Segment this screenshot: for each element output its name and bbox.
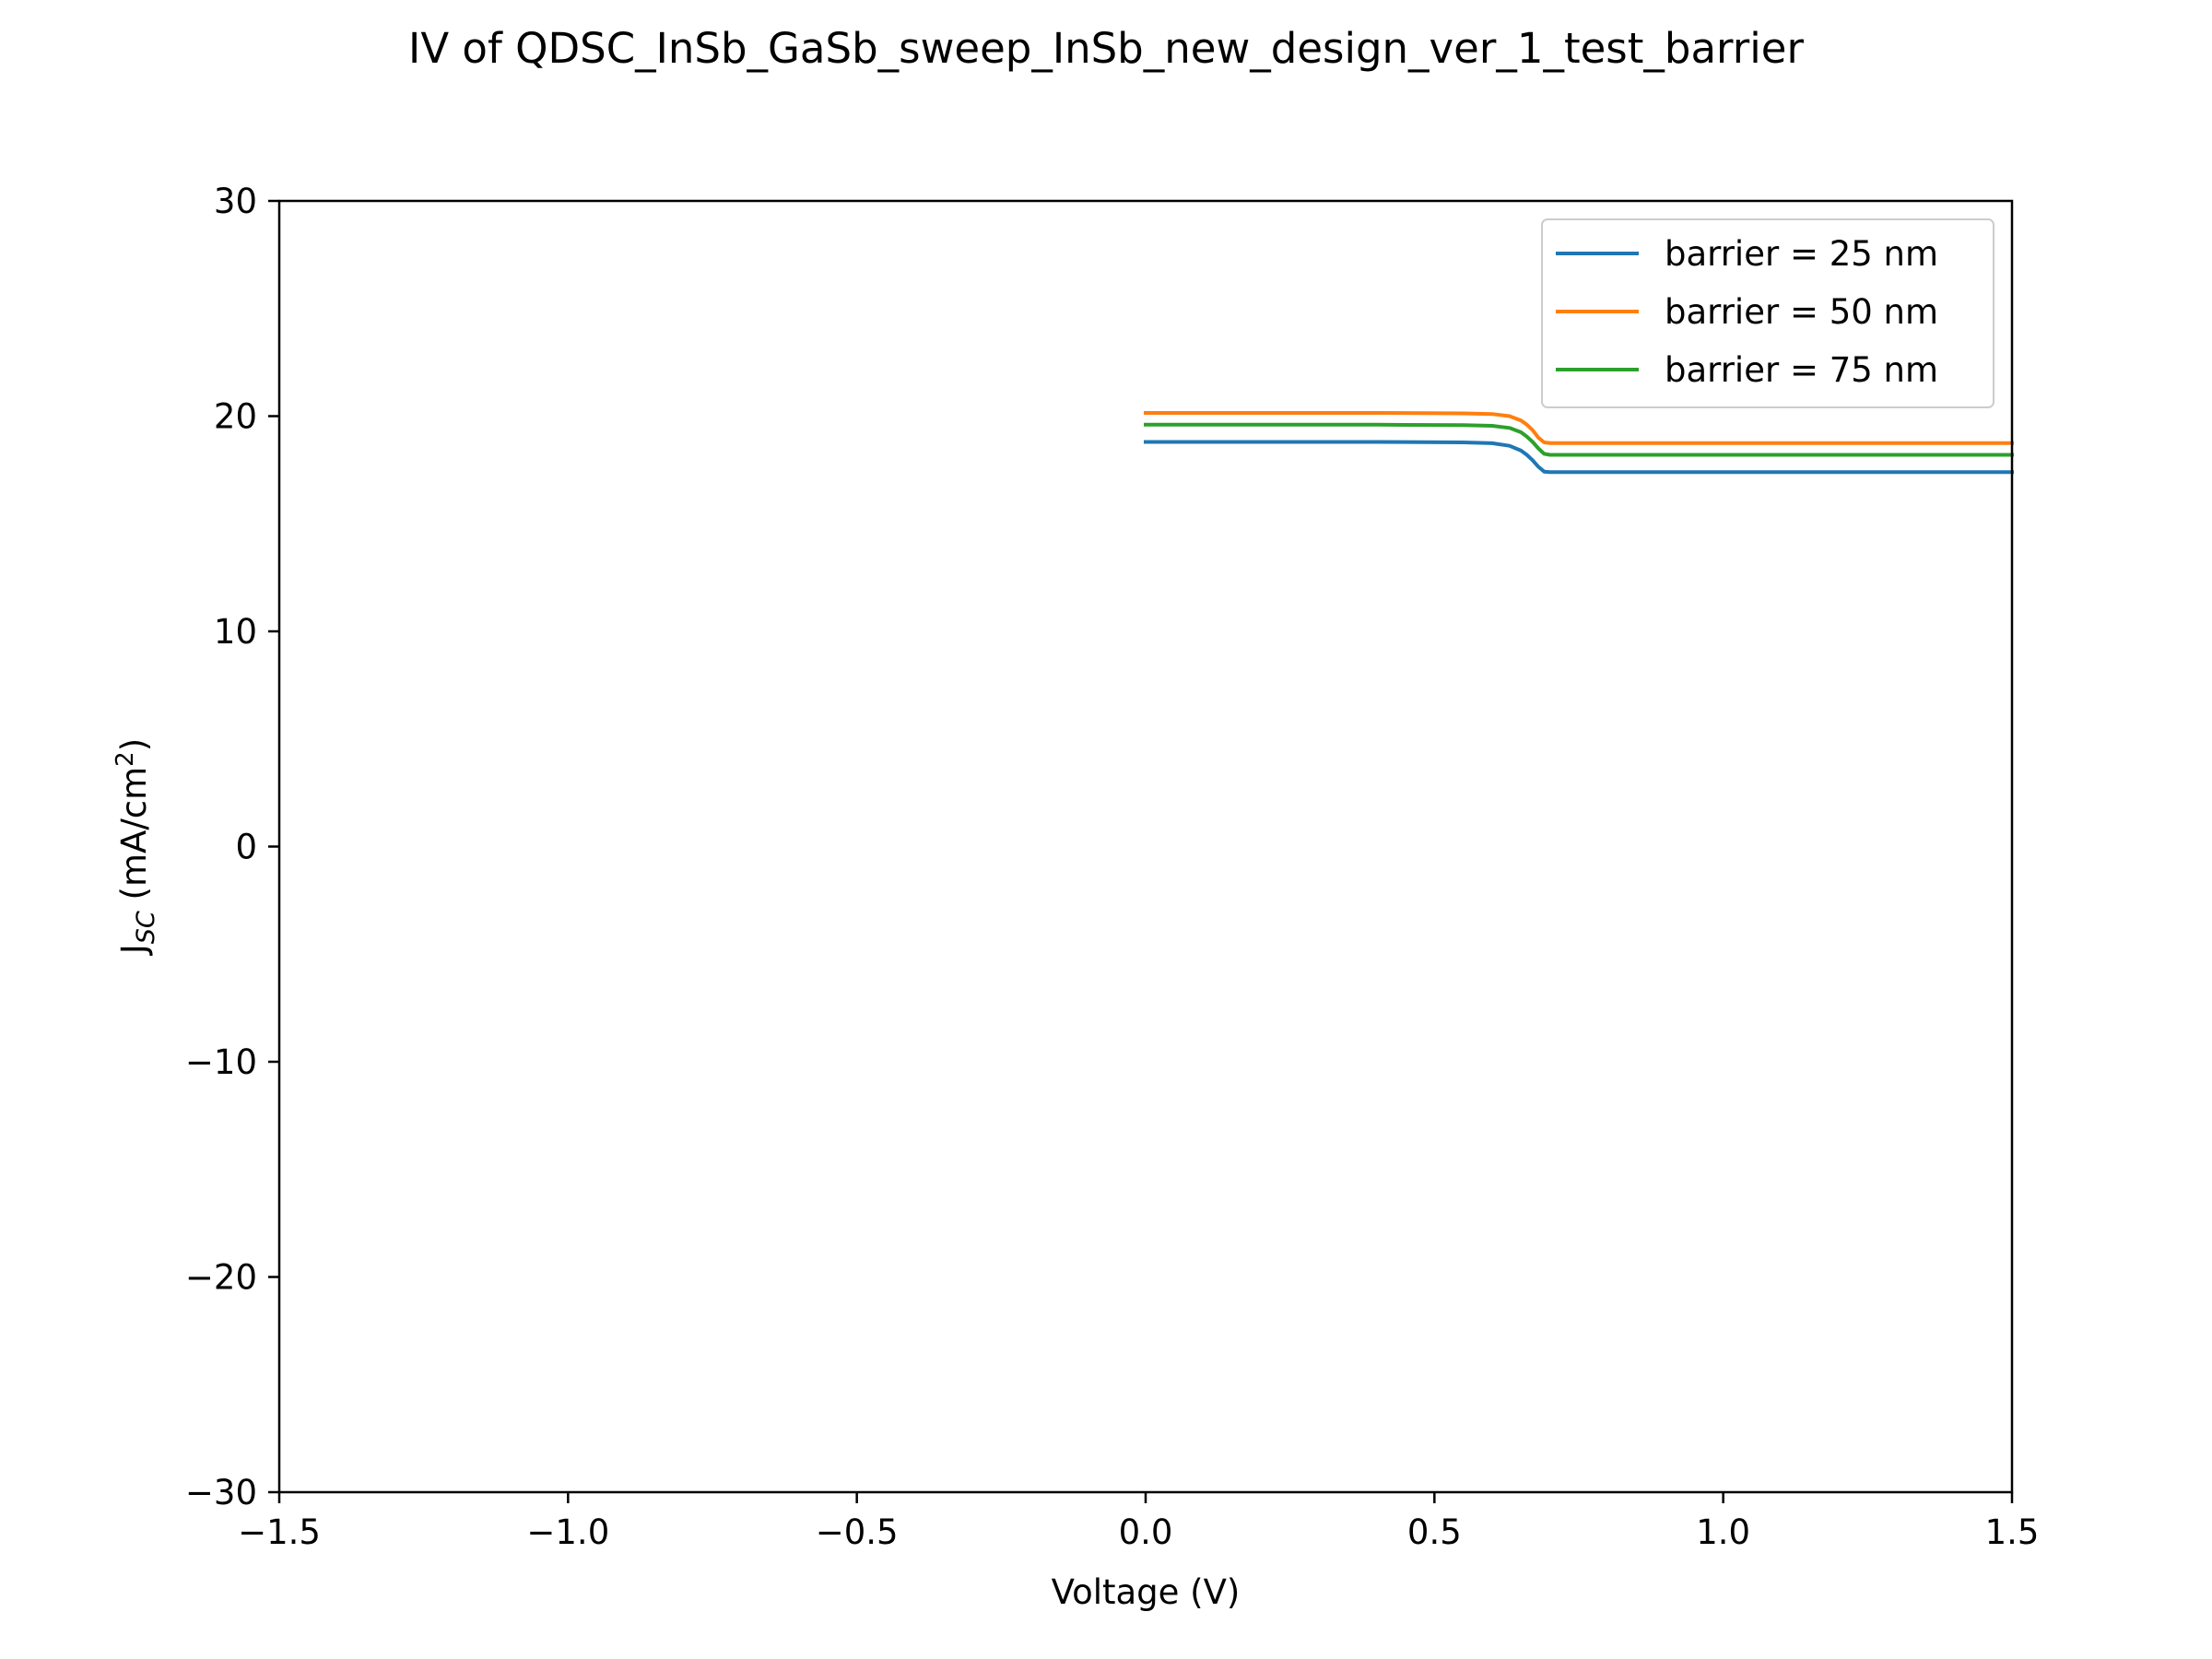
legend-entries: barrier = 25 nm barrier = 50 nm barrier = … [1556,234,1938,390]
x-tick-label-4: 0.5 [1407,1512,1462,1552]
y-tick-label-3: 0 [235,828,257,867]
x-tick-label-3: 0.0 [1119,1512,1173,1552]
y-tick-label-4: 10 [214,612,257,652]
series-layer [1144,411,2014,475]
y-tick-label-1: −20 [185,1258,257,1298]
y-axis-label-sub: SC [132,911,160,944]
y-axis: −30 −20 −10 0 10 20 30 [185,182,279,1512]
y-tick-label-2: −10 [185,1042,257,1082]
y-axis-label-sup: 2 [112,751,139,767]
x-tick-label-5: 1.0 [1696,1512,1750,1552]
x-axis: −1.5 −1.0 −0.5 0.0 0.5 1.0 1.5 [238,1492,2039,1552]
y-axis-label-unit: (mA/cm [114,767,154,911]
legend-label-1: barrier = 25 nm [1665,234,1938,274]
legend-label-2: barrier = 50 nm [1665,292,1938,332]
y-tick-label-5: 20 [214,397,257,437]
legend-box [1541,218,1994,408]
y-tick-label-0: −30 [185,1473,257,1512]
x-tick-label-1: −1.0 [526,1512,609,1552]
series-line-3 [1144,422,2014,457]
x-axis-label: Voltage (V) [1052,1572,1241,1612]
series-line-1 [1144,440,2014,475]
chart-title: IV of QDSC_InSb_GaSb_sweep_InSb_new_desi… [408,24,1804,73]
legend-label-3: barrier = 75 nm [1665,350,1938,390]
legend: barrier = 25 nm barrier = 50 nm barrier = … [1541,218,1994,408]
y-axis-label-close: ) [114,738,154,751]
y-axis-label-main: J [114,944,154,956]
y-tick-label-6: 30 [214,182,257,221]
x-tick-label-0: −1.5 [238,1512,321,1552]
x-tick-label-2: −0.5 [816,1512,899,1552]
y-axis-label: JSC (mA/cm2) [112,738,160,956]
series-line-2 [1144,411,2014,445]
x-tick-label-6: 1.5 [1985,1512,2040,1552]
